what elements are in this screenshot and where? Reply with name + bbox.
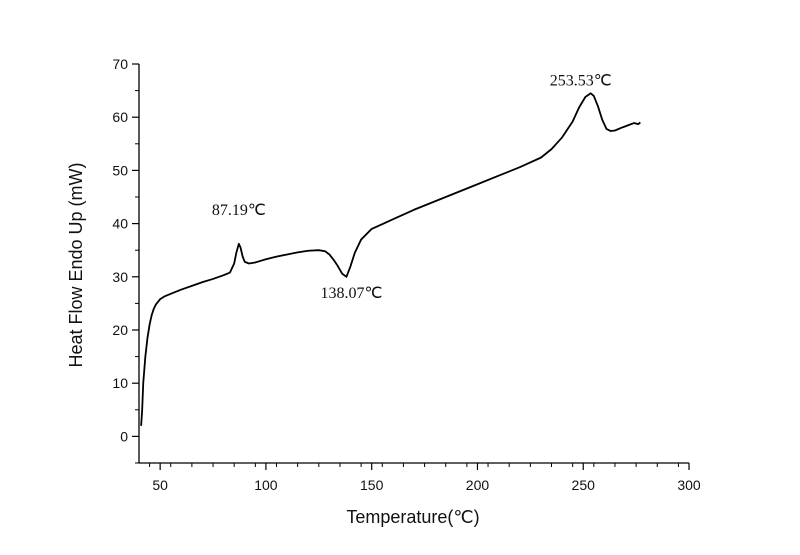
x-axis: 50 100 150 200 250 300 <box>149 463 701 493</box>
y-tick-label: 60 <box>112 109 128 125</box>
y-tick-label: 10 <box>112 375 128 391</box>
x-tick-label: 200 <box>466 477 490 493</box>
x-tick-label: 300 <box>677 477 701 493</box>
x-tick-label: 250 <box>572 477 596 493</box>
y-tick-label: 70 <box>112 56 128 72</box>
heat-flow-line <box>140 92 641 426</box>
peak-annotations: 87.19℃ 138.07℃ 253.53℃ <box>212 72 612 302</box>
y-tick-label: 20 <box>112 322 128 338</box>
peak-label: 87.19℃ <box>212 202 266 219</box>
y-tick-label: 40 <box>112 216 128 232</box>
x-tick-label: 50 <box>152 477 168 493</box>
y-tick-label: 50 <box>112 162 128 178</box>
y-axis-title: Heat Flow Endo Up (mW) <box>66 162 86 367</box>
peak-label: 253.53℃ <box>550 72 612 89</box>
x-axis-title: Temperature(℃) <box>346 507 479 527</box>
x-tick-label: 150 <box>360 477 384 493</box>
peak-label: 138.07℃ <box>320 285 382 302</box>
y-tick-label: 0 <box>120 428 128 444</box>
y-axis: 0 10 20 30 40 50 60 70 <box>112 56 139 464</box>
y-tick-label: 30 <box>112 269 128 285</box>
plot-frame <box>138 64 689 464</box>
x-tick-label: 100 <box>254 477 278 493</box>
